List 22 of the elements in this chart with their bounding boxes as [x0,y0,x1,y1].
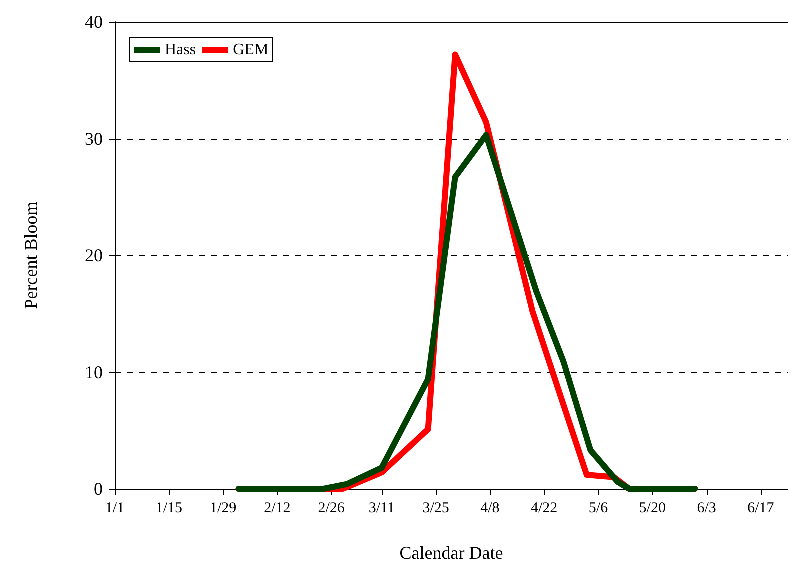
x-tick-label: 6/17 [748,500,775,516]
x-tick-label: 6/3 [697,500,716,516]
x-axis-title: Calendar Date [400,543,504,563]
x-tick-label: 4/8 [480,500,500,516]
y-tick-label: 40 [85,12,103,32]
y-tick-label: 0 [94,479,103,499]
x-tick-label: 3/11 [368,500,395,516]
y-axis-title: Percent Bloom [21,202,41,310]
legend-label: GEM [233,42,269,58]
x-tick-label: 5/6 [588,500,609,516]
x-tick-label: 1/15 [156,500,182,516]
y-tick-label: 10 [85,362,103,382]
y-tick-label: 20 [85,246,103,266]
x-tick-label: 1/29 [210,500,237,516]
x-tick-label: 4/22 [530,500,558,516]
y-tick-label: 30 [85,128,103,149]
x-tick-label: 5/20 [639,500,666,516]
x-tick-label: 3/25 [422,500,450,516]
legend-label: Hass [165,42,196,58]
x-tick-label: 1/1 [105,500,125,516]
x-tick-label: 2/12 [264,500,291,516]
x-tick-label: 2/26 [318,500,346,516]
